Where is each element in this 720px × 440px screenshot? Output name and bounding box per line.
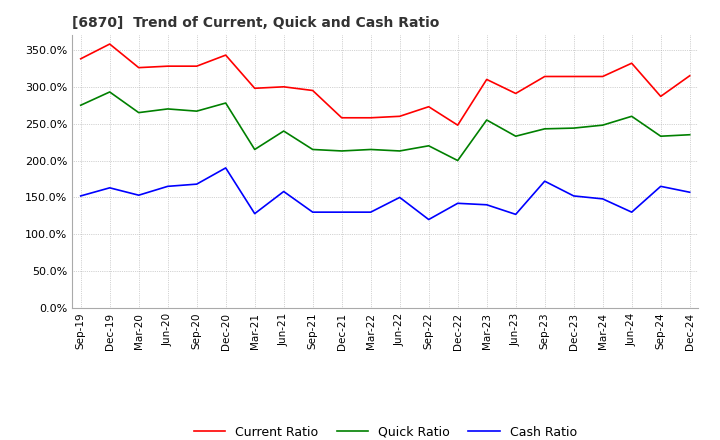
Current Ratio xyxy=(76,56,85,62)
Quick Ratio xyxy=(685,132,694,137)
Current Ratio xyxy=(395,114,404,119)
Cash Ratio xyxy=(395,195,404,200)
Quick Ratio xyxy=(657,134,665,139)
Quick Ratio xyxy=(511,134,520,139)
Cash Ratio xyxy=(76,193,85,198)
Current Ratio xyxy=(454,122,462,128)
Cash Ratio xyxy=(308,209,317,215)
Quick Ratio xyxy=(338,148,346,154)
Cash Ratio xyxy=(685,190,694,195)
Cash Ratio xyxy=(135,193,143,198)
Current Ratio xyxy=(570,74,578,79)
Current Ratio xyxy=(657,94,665,99)
Current Ratio xyxy=(338,115,346,121)
Quick Ratio xyxy=(424,143,433,148)
Cash Ratio xyxy=(541,179,549,184)
Current Ratio xyxy=(366,115,375,121)
Quick Ratio xyxy=(541,126,549,132)
Cash Ratio xyxy=(251,211,259,216)
Quick Ratio xyxy=(279,128,288,134)
Quick Ratio xyxy=(627,114,636,119)
Cash Ratio xyxy=(279,189,288,194)
Quick Ratio xyxy=(105,89,114,95)
Current Ratio xyxy=(598,74,607,79)
Line: Quick Ratio: Quick Ratio xyxy=(81,92,690,161)
Quick Ratio xyxy=(454,158,462,163)
Current Ratio xyxy=(192,63,201,69)
Cash Ratio xyxy=(424,217,433,222)
Cash Ratio xyxy=(192,181,201,187)
Quick Ratio xyxy=(221,100,230,106)
Cash Ratio xyxy=(105,185,114,191)
Current Ratio xyxy=(482,77,491,82)
Quick Ratio xyxy=(308,147,317,152)
Quick Ratio xyxy=(366,147,375,152)
Current Ratio xyxy=(424,104,433,110)
Quick Ratio xyxy=(192,109,201,114)
Current Ratio xyxy=(685,73,694,78)
Line: Cash Ratio: Cash Ratio xyxy=(81,168,690,220)
Cash Ratio xyxy=(657,184,665,189)
Current Ratio xyxy=(251,86,259,91)
Cash Ratio xyxy=(163,184,172,189)
Current Ratio xyxy=(279,84,288,89)
Current Ratio xyxy=(135,65,143,70)
Current Ratio xyxy=(308,88,317,93)
Current Ratio xyxy=(541,74,549,79)
Quick Ratio xyxy=(598,122,607,128)
Cash Ratio xyxy=(221,165,230,171)
Cash Ratio xyxy=(482,202,491,207)
Quick Ratio xyxy=(251,147,259,152)
Cash Ratio xyxy=(366,209,375,215)
Quick Ratio xyxy=(135,110,143,115)
Legend: Current Ratio, Quick Ratio, Cash Ratio: Current Ratio, Quick Ratio, Cash Ratio xyxy=(189,421,582,440)
Quick Ratio xyxy=(163,106,172,112)
Cash Ratio xyxy=(570,193,578,198)
Current Ratio xyxy=(163,63,172,69)
Current Ratio xyxy=(627,61,636,66)
Cash Ratio xyxy=(338,209,346,215)
Current Ratio xyxy=(511,91,520,96)
Current Ratio xyxy=(105,41,114,47)
Cash Ratio xyxy=(511,212,520,217)
Quick Ratio xyxy=(570,125,578,131)
Quick Ratio xyxy=(482,117,491,123)
Cash Ratio xyxy=(454,201,462,206)
Cash Ratio xyxy=(627,209,636,215)
Line: Current Ratio: Current Ratio xyxy=(81,44,690,125)
Quick Ratio xyxy=(76,103,85,108)
Text: [6870]  Trend of Current, Quick and Cash Ratio: [6870] Trend of Current, Quick and Cash … xyxy=(72,16,439,30)
Current Ratio xyxy=(221,52,230,58)
Quick Ratio xyxy=(395,148,404,154)
Cash Ratio xyxy=(598,196,607,202)
